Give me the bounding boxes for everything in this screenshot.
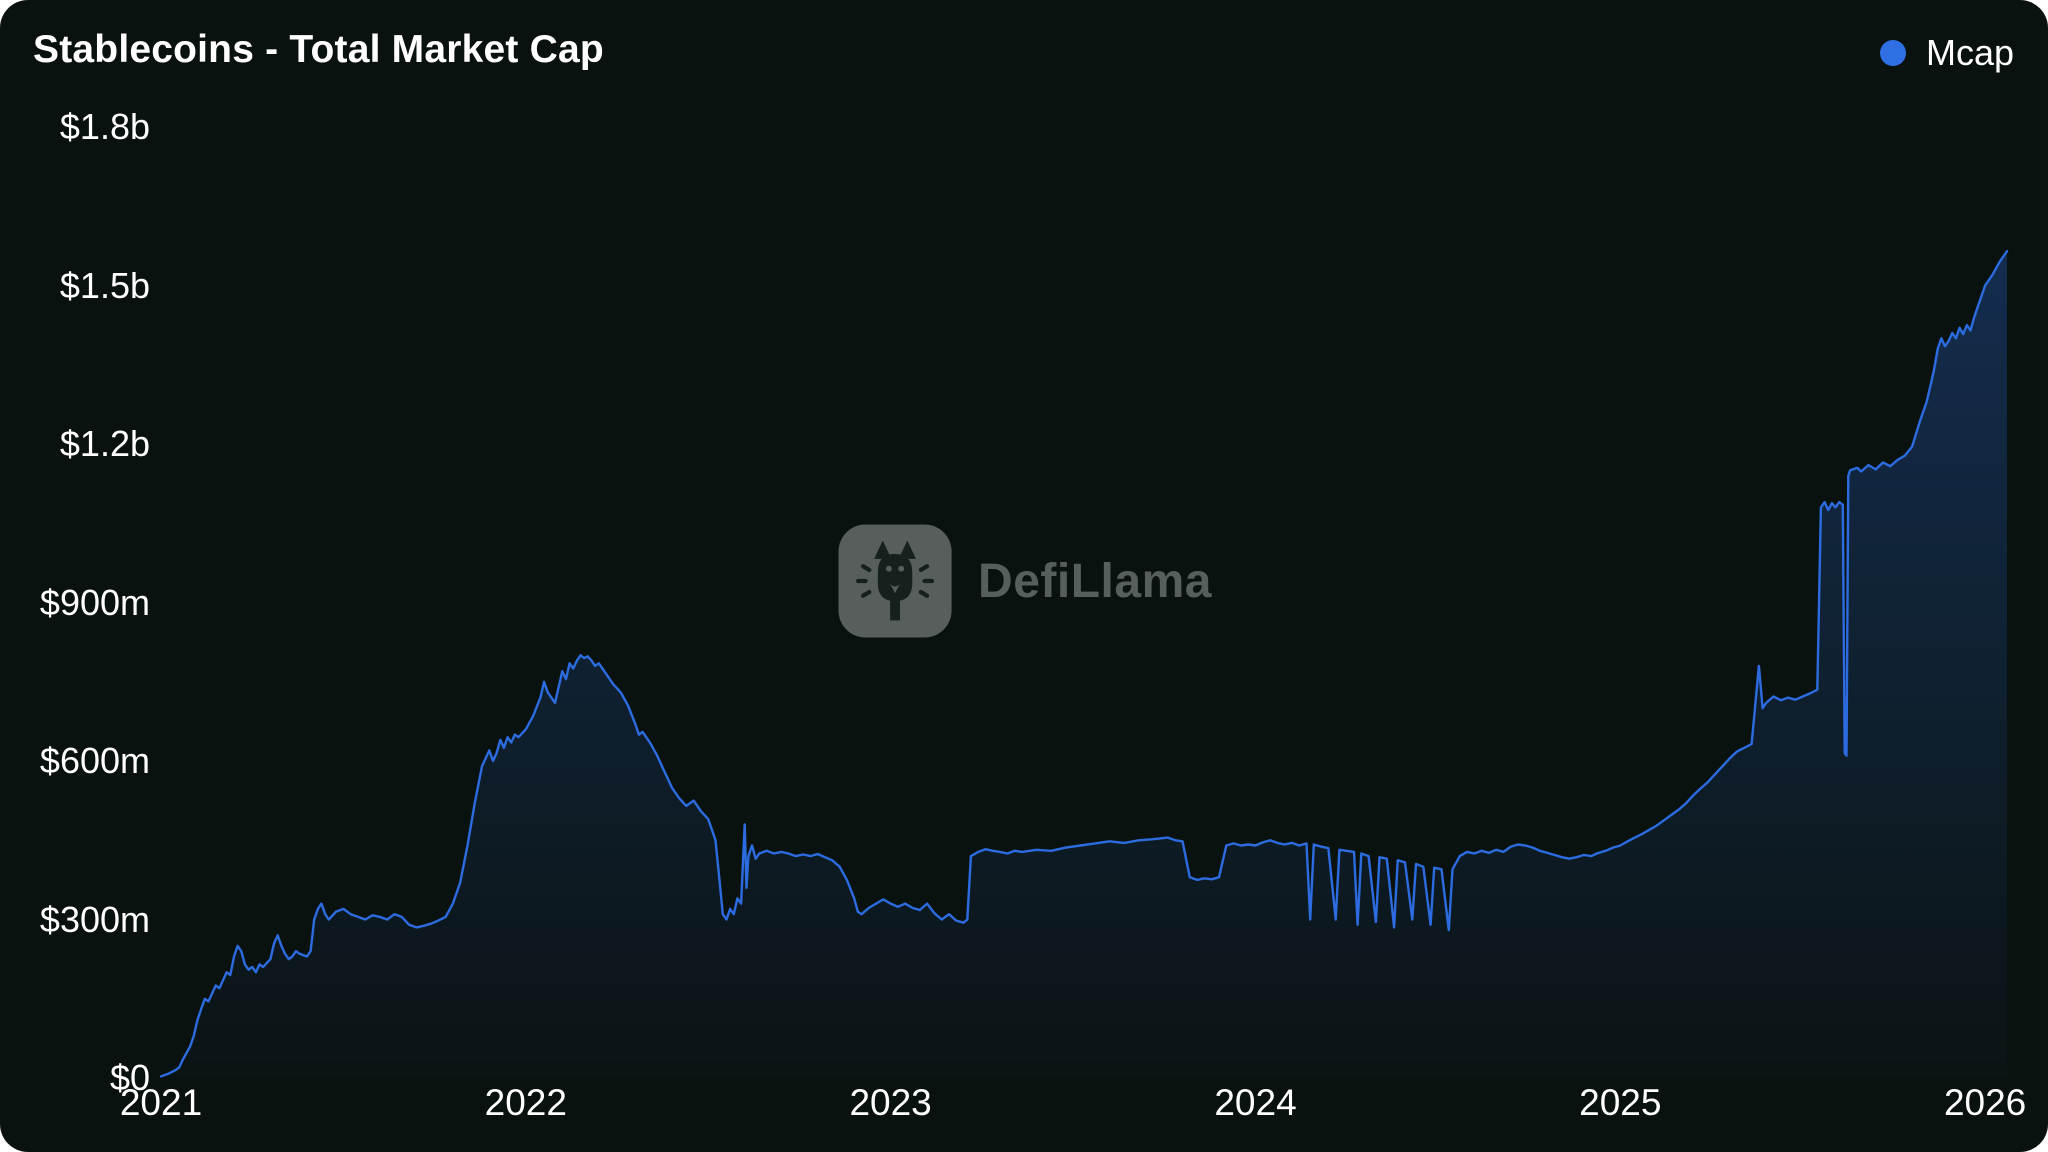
- legend-item-mcap[interactable]: Mcap: [1879, 32, 2014, 74]
- x-tick-label: 2022: [484, 1082, 567, 1123]
- mcap-line: [159, 250, 2009, 1078]
- mcap-legend-label: Mcap: [1925, 32, 2014, 73]
- x-tick-label: 2026: [1943, 1082, 2027, 1123]
- mcap-legend-dot-icon: [1879, 40, 1906, 66]
- x-tick-label: 2025: [1579, 1082, 1662, 1123]
- y-tick-label: $1.8b: [59, 106, 150, 147]
- x-tick-label: 2023: [849, 1082, 932, 1123]
- y-tick-label: $300m: [39, 898, 150, 940]
- mcap-area-fill: [161, 251, 2007, 1078]
- y-tick-label: $0: [109, 1057, 150, 1098]
- y-tick-label: $900m: [39, 581, 150, 623]
- x-tick-label: 2021: [119, 1082, 203, 1123]
- y-tick-label: $1.2b: [59, 423, 150, 464]
- page-title: Stablecoins - Total Market Cap: [33, 28, 604, 71]
- x-tick-label: 2024: [1214, 1082, 1297, 1123]
- y-tick-label: $600m: [39, 740, 150, 781]
- y-tick-label: $1.5b: [59, 264, 150, 306]
